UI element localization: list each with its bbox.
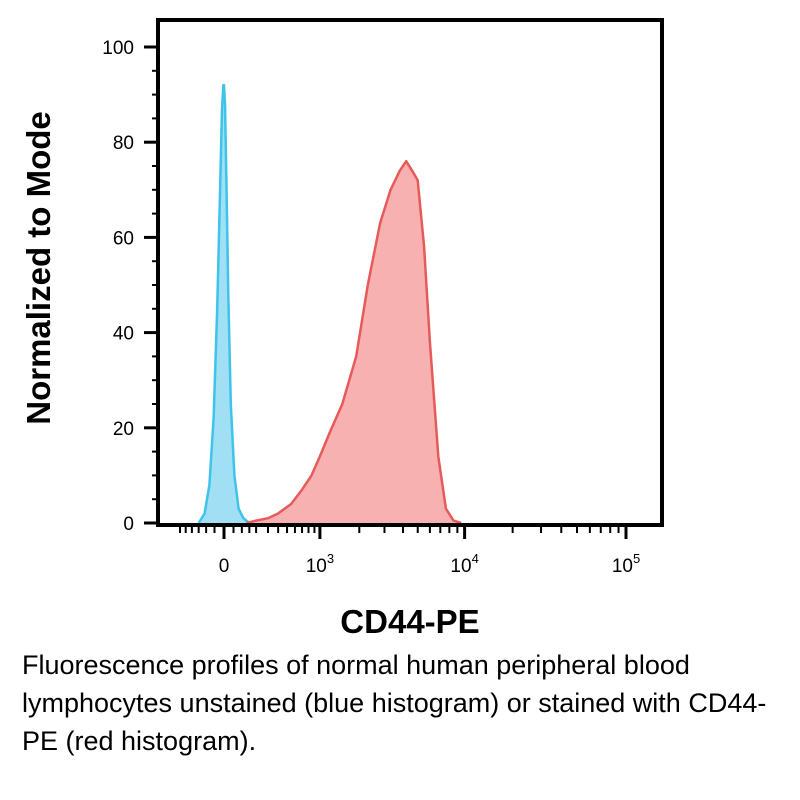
plot-frame bbox=[156, 18, 664, 527]
histogram-chart: 0 20 40 60 80 100 0 103 104 105 CD44-PE Normaliz… bbox=[20, 18, 664, 640]
series-0-area bbox=[198, 85, 250, 523]
x-tick-label: 105 bbox=[612, 551, 640, 577]
y-tick-label: 80 bbox=[113, 133, 134, 154]
series-0-line bbox=[197, 83, 251, 524]
x-axis-title: CD44-PE bbox=[340, 603, 479, 640]
y-tick-label: 60 bbox=[113, 228, 134, 249]
y-tick-label: 40 bbox=[113, 324, 134, 345]
y-tick-label: 0 bbox=[123, 514, 134, 535]
figure-caption: Fluorescence profiles of normal human pe… bbox=[22, 650, 767, 756]
y-tick-label: 20 bbox=[113, 419, 134, 440]
histogram-series bbox=[197, 83, 462, 525]
series-1-line bbox=[246, 159, 462, 525]
series-1-area bbox=[246, 161, 462, 523]
y-axis-ticks: 0 20 40 60 80 100 bbox=[102, 38, 158, 535]
x-tick-label: 104 bbox=[450, 551, 478, 577]
y-axis-title: Normalized to Mode bbox=[20, 111, 57, 425]
x-axis-ticks: 0 103 104 105 bbox=[219, 525, 640, 577]
x-tick-label: 0 bbox=[219, 556, 230, 577]
y-tick-label: 100 bbox=[102, 38, 134, 59]
x-tick-label: 103 bbox=[306, 551, 334, 577]
